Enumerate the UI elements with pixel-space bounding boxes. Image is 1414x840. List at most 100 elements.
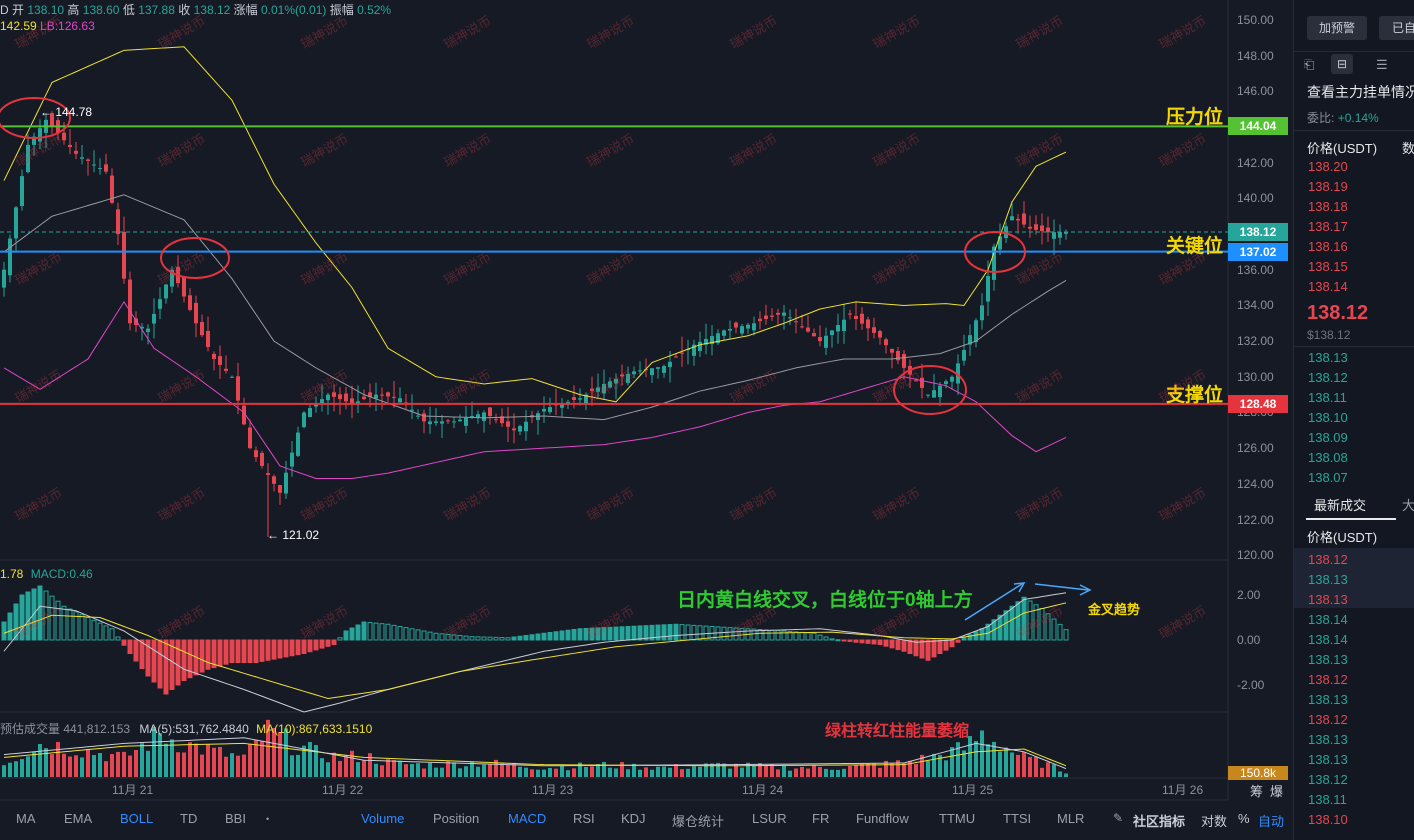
bid-price: 138.13 — [1308, 350, 1348, 365]
candle-body — [932, 390, 936, 398]
macd-histogram-bar — [751, 628, 757, 641]
macd-histogram-bar — [631, 625, 637, 641]
indicator-ttmu[interactable]: TTMU — [939, 811, 976, 826]
candle-body — [860, 313, 864, 324]
trade-price: 138.12 — [1308, 672, 1348, 687]
macd-histogram-bar — [307, 639, 313, 653]
indicator-fr[interactable]: FR — [812, 811, 830, 826]
volume-bar — [488, 763, 492, 777]
orderbook-heading[interactable]: 查看主力挂单情况 — [1307, 84, 1414, 100]
list-view-icon[interactable]: ☰ — [1376, 57, 1388, 72]
candle-body — [494, 419, 498, 421]
indicator-fundflow[interactable]: Fundflow — [856, 811, 909, 826]
candle-body — [20, 176, 24, 207]
volume-bar — [254, 739, 258, 777]
macd-histogram-bar — [1033, 604, 1039, 641]
candle-body — [584, 394, 588, 405]
auto-scale-toggle[interactable]: 自动 — [1258, 814, 1285, 829]
macd-histogram-bar — [727, 627, 733, 641]
candle-body — [254, 450, 258, 458]
volume-bar — [1058, 771, 1062, 777]
volume-tag: 150.8k — [1228, 766, 1288, 780]
volume-bar — [500, 763, 504, 777]
indicator-kdj[interactable]: KDJ — [621, 811, 646, 826]
candle-body — [854, 315, 858, 319]
macd-histogram-bar — [247, 639, 253, 663]
edit-icon[interactable]: ✎ — [1113, 811, 1124, 825]
liquidation-toggle[interactable]: 爆 — [1270, 784, 1284, 799]
candle-body — [512, 428, 516, 431]
macd-histogram-bar — [637, 625, 643, 641]
macd-histogram-bar — [661, 624, 667, 641]
volume-bar — [902, 763, 906, 777]
time-axis-tick: 11月 26 — [1162, 783, 1204, 797]
community-indicators[interactable]: 社区指标 — [1133, 814, 1186, 829]
indicator-boll[interactable]: BOLL — [120, 811, 154, 826]
macd-histogram-bar — [127, 639, 133, 654]
volume-bar — [374, 763, 378, 777]
macd-dif-value: 1.78 — [0, 567, 24, 581]
macd-histogram-bar — [769, 629, 775, 641]
tab-latest-trades[interactable]: 最新成交 — [1314, 498, 1367, 513]
volume-bar — [422, 768, 426, 777]
macd-histogram-bar — [91, 619, 97, 641]
time-axis-tick: 11月 21 — [112, 783, 154, 797]
chart-area[interactable]: D 开 138.10 高 138.60 低 137.88 收 138.12 涨幅… — [0, 0, 1292, 840]
macd-histogram-bar — [439, 633, 445, 641]
indicator-rsi[interactable]: RSI — [573, 811, 595, 826]
indicator-mlr[interactable]: MLR — [1057, 811, 1085, 826]
indicator-bbi[interactable]: BBI — [225, 811, 246, 826]
macd-histogram-bar — [457, 635, 463, 641]
close-label: 收 — [178, 3, 191, 17]
indicator-position[interactable]: Position — [433, 811, 480, 826]
percent-toggle[interactable]: % — [1238, 811, 1250, 826]
macd-histogram-bar — [523, 635, 529, 641]
price-axis-tick: 142.00 — [1237, 155, 1274, 170]
volume-bar — [626, 769, 630, 777]
candle-body — [224, 368, 228, 371]
volume-bar — [998, 751, 1002, 777]
indicator-liquidation[interactable]: 爆仓统计 — [672, 814, 725, 829]
done-button[interactable]: 已自 — [1379, 16, 1414, 40]
candle-body — [728, 328, 732, 331]
indicator-ttsi[interactable]: TTSI — [1003, 811, 1032, 826]
indicator-ma[interactable]: MA — [16, 811, 36, 826]
layout-icon[interactable]: ⎗ — [1304, 57, 1315, 72]
candle-body — [620, 374, 624, 377]
volume-bar — [506, 764, 510, 777]
volume-bar — [866, 763, 870, 777]
volume-bar — [1064, 773, 1068, 777]
more-dots-icon[interactable]: • — [266, 814, 270, 824]
candlestick-chart[interactable] — [0, 0, 1292, 840]
macd-histogram-bar — [961, 637, 967, 641]
indicator-macd[interactable]: MACD — [508, 811, 547, 826]
highlight-circle — [160, 237, 230, 279]
indicator-volume[interactable]: Volume — [361, 811, 405, 826]
candle-body — [578, 398, 582, 400]
indicator-td[interactable]: TD — [180, 811, 198, 826]
macd-histogram-bar — [823, 636, 829, 641]
tab-large-trades[interactable]: 大 — [1402, 498, 1414, 513]
log-scale-toggle[interactable]: 对数 — [1201, 814, 1228, 829]
ratio-value: +0.14% — [1337, 111, 1379, 125]
volume-bar — [776, 769, 780, 777]
indicator-ema[interactable]: EMA — [64, 811, 93, 826]
candle-body — [740, 326, 744, 334]
add-alert-button[interactable]: 加预警 — [1307, 16, 1367, 40]
volume-bar — [758, 763, 762, 777]
macd-histogram-bar — [859, 639, 865, 644]
volume-bar — [164, 743, 168, 777]
support-price-tag: 128.48 — [1228, 394, 1288, 413]
volume-bar — [638, 769, 642, 777]
volume-bar — [1028, 756, 1032, 777]
resistance-price-tag: 144.04 — [1228, 117, 1288, 136]
trade-price: 138.13 — [1308, 592, 1348, 607]
indicator-lsur[interactable]: LSUR — [752, 811, 787, 826]
candle-body — [170, 269, 174, 287]
macd-histogram-bar — [739, 627, 745, 641]
candle-body — [830, 330, 834, 336]
candle-body — [92, 164, 96, 166]
chip-toggle[interactable]: 筹 — [1250, 784, 1264, 799]
split-view-icon[interactable]: ⊟ — [1331, 54, 1353, 74]
macd-histogram-bar — [571, 629, 577, 641]
